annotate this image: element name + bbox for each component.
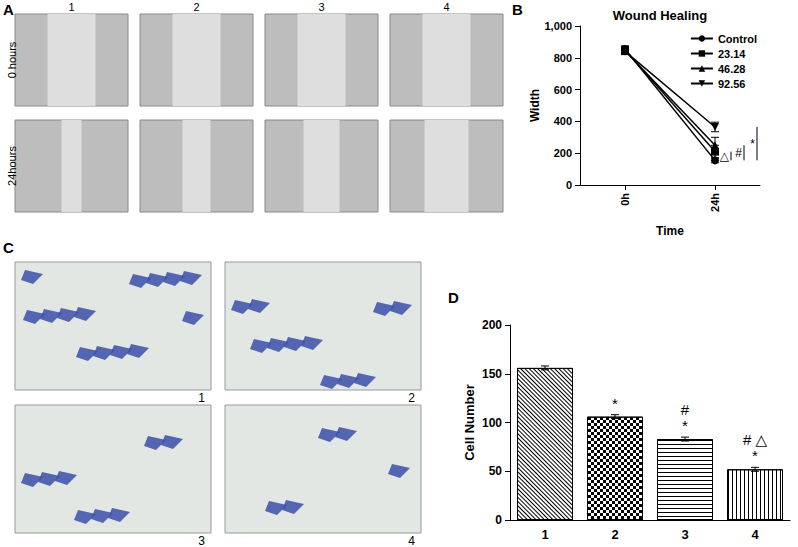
svg-text:1: 1	[68, 1, 74, 13]
svg-text:800: 800	[554, 52, 572, 64]
svg-text:4: 4	[751, 527, 759, 542]
svg-text:Time: Time	[656, 224, 684, 238]
svg-text:2: 2	[408, 391, 415, 405]
svg-text:92.56: 92.56	[718, 78, 746, 90]
svg-text:600: 600	[554, 84, 572, 96]
svg-text:*: *	[750, 137, 755, 151]
svg-text:200: 200	[482, 318, 502, 332]
svg-text:1: 1	[198, 391, 205, 405]
svg-text:Control: Control	[718, 33, 757, 45]
svg-text:B: B	[512, 1, 523, 18]
svg-text:#: #	[735, 146, 742, 160]
svg-text:# △: # △	[743, 431, 768, 448]
svg-text:Cell Number: Cell Number	[462, 384, 477, 461]
svg-text:24h: 24h	[709, 193, 721, 212]
svg-text:Wound Healing: Wound Healing	[613, 8, 707, 23]
svg-text:A: A	[3, 1, 14, 18]
svg-text:4: 4	[408, 534, 415, 547]
svg-text:*: *	[752, 447, 758, 464]
svg-text:100: 100	[482, 416, 502, 430]
svg-text:△: △	[720, 149, 730, 163]
svg-text:400: 400	[554, 115, 572, 127]
svg-text:24hours: 24hours	[6, 146, 18, 186]
svg-text:50: 50	[489, 464, 503, 478]
svg-text:150: 150	[482, 367, 502, 381]
svg-text:4: 4	[443, 1, 449, 13]
svg-text:3: 3	[198, 534, 205, 547]
svg-text:3: 3	[318, 1, 324, 13]
svg-text:0 hours: 0 hours	[6, 41, 18, 78]
svg-text:46.28: 46.28	[718, 63, 746, 75]
svg-text:C: C	[3, 239, 14, 256]
svg-text:#: #	[681, 401, 690, 418]
svg-text:2: 2	[193, 1, 199, 13]
svg-text:3: 3	[681, 527, 688, 542]
svg-text:1,000: 1,000	[544, 20, 572, 32]
svg-text:23.14: 23.14	[718, 48, 746, 60]
svg-text:D: D	[448, 289, 459, 306]
svg-text:0: 0	[566, 179, 572, 191]
svg-text:200: 200	[554, 147, 572, 159]
svg-text:*: *	[612, 395, 618, 412]
svg-text:Width: Width	[528, 89, 542, 122]
svg-text:0: 0	[495, 513, 502, 527]
svg-text:*: *	[682, 417, 688, 434]
svg-text:2: 2	[611, 527, 618, 542]
svg-text:0h: 0h	[619, 193, 631, 206]
svg-text:1: 1	[541, 527, 548, 542]
